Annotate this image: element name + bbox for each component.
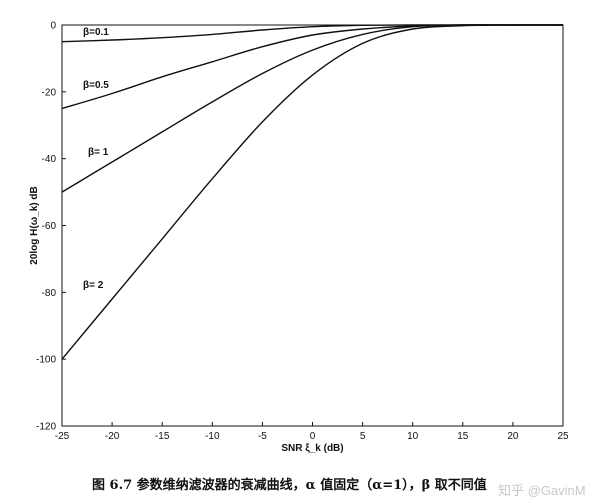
y-tick-label: -80: [42, 288, 57, 299]
x-tick-label: -25: [55, 431, 70, 442]
y-tick-label: -100: [36, 355, 56, 366]
series-label: β= 2: [83, 280, 104, 291]
series-line: [61, 24, 563, 110]
x-tick-label: -5: [258, 431, 267, 442]
series-label: β=0.5: [83, 80, 109, 91]
series-line: [61, 24, 563, 43]
y-tick-label: -60: [42, 221, 57, 232]
chart-plot: -25 -20 -15 -10 -5 0 5 10 15 20 25 0 -20 -40 -60 -80 -10…: [29, 21, 569, 455]
x-tick-label: 15: [457, 431, 469, 442]
y-tick-label: -120: [36, 422, 56, 433]
x-tick-label: 0: [310, 431, 316, 442]
y-axis-label: 20log H(ω_k) dB: [29, 186, 40, 264]
x-axis-label: SNR ξ_k (dB): [281, 443, 343, 454]
series-line: [61, 24, 564, 360]
x-tick-label: 25: [557, 431, 569, 442]
series-label: β= 1: [88, 147, 109, 158]
x-tick-label: -15: [155, 431, 170, 442]
x-tick-label: 5: [360, 431, 366, 442]
series-label: β=0.1: [83, 27, 109, 38]
x-tick-label: 20: [507, 431, 519, 442]
watermark: 知乎 @GavinM: [498, 483, 586, 498]
figure-caption: 图 6.7 参数维纳滤波器的衰减曲线，α 值固定（α=1），β 取不同值: [92, 478, 487, 493]
series-line: [61, 24, 563, 193]
x-tick-label: 10: [407, 431, 419, 442]
y-tick-label: -40: [42, 154, 57, 165]
y-tick-label: 0: [50, 21, 56, 32]
x-tick-label: -20: [105, 431, 120, 442]
x-tick-label: -10: [205, 431, 220, 442]
y-tick-label: -20: [42, 87, 57, 98]
